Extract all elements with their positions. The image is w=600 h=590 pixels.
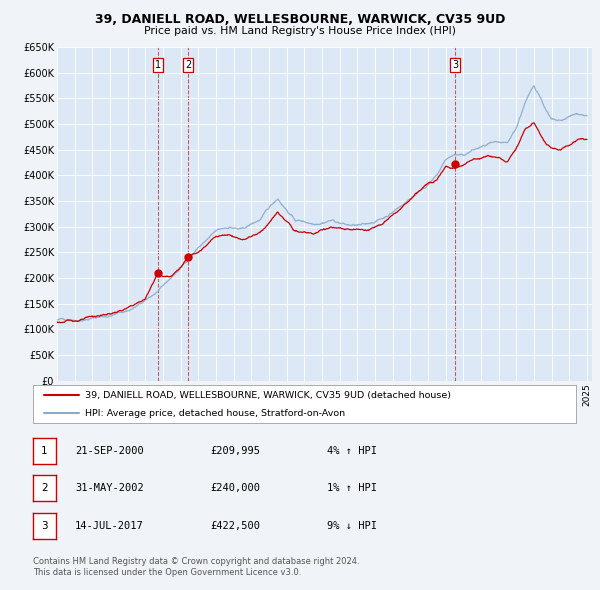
Text: HPI: Average price, detached house, Stratford-on-Avon: HPI: Average price, detached house, Stra… [85, 408, 345, 418]
Text: £209,995: £209,995 [210, 446, 260, 455]
Text: 3: 3 [41, 522, 48, 531]
Text: 3: 3 [452, 60, 458, 70]
Text: 14-JUL-2017: 14-JUL-2017 [75, 522, 144, 531]
Text: 31-MAY-2002: 31-MAY-2002 [75, 483, 144, 493]
Text: 4% ↑ HPI: 4% ↑ HPI [327, 446, 377, 455]
Text: £240,000: £240,000 [210, 483, 260, 493]
Text: 39, DANIELL ROAD, WELLESBOURNE, WARWICK, CV35 9UD (detached house): 39, DANIELL ROAD, WELLESBOURNE, WARWICK,… [85, 391, 451, 400]
Text: 21-SEP-2000: 21-SEP-2000 [75, 446, 144, 455]
Text: 1: 1 [41, 446, 48, 455]
Text: 1% ↑ HPI: 1% ↑ HPI [327, 483, 377, 493]
Text: Contains HM Land Registry data © Crown copyright and database right 2024.: Contains HM Land Registry data © Crown c… [33, 558, 359, 566]
Text: £422,500: £422,500 [210, 522, 260, 531]
Text: This data is licensed under the Open Government Licence v3.0.: This data is licensed under the Open Gov… [33, 568, 301, 577]
Text: Price paid vs. HM Land Registry's House Price Index (HPI): Price paid vs. HM Land Registry's House … [144, 26, 456, 36]
Text: 39, DANIELL ROAD, WELLESBOURNE, WARWICK, CV35 9UD: 39, DANIELL ROAD, WELLESBOURNE, WARWICK,… [95, 13, 505, 26]
Text: 1: 1 [155, 60, 161, 70]
Text: 9% ↓ HPI: 9% ↓ HPI [327, 522, 377, 531]
Text: 2: 2 [185, 60, 191, 70]
Text: 2: 2 [41, 483, 48, 493]
